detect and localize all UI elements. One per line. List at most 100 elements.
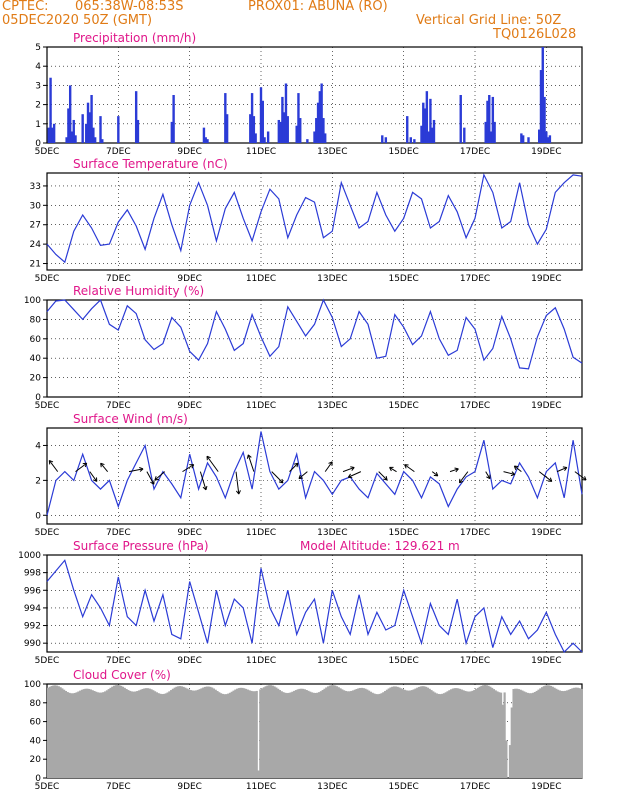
- cloud-bar-196: [396, 686, 399, 778]
- wind-vector-head-8: [202, 485, 208, 491]
- temp-xtick-label-3: 11DEC: [246, 274, 276, 284]
- wind-vector-21: [431, 471, 439, 477]
- precip-bar-83: [546, 137, 550, 143]
- wind-vector-head-0: [48, 459, 54, 465]
- precip-bar-48: [315, 118, 318, 143]
- cloud-bar-225: [448, 690, 451, 778]
- wind-vector-13: [289, 462, 299, 472]
- precip-bar-5: [67, 108, 70, 143]
- cloud-bar-102: [228, 692, 232, 778]
- precip-bar-58: [413, 139, 416, 143]
- precip-bar-72: [489, 131, 493, 143]
- wind-xtick-label-1: 7DEC: [106, 528, 131, 538]
- precip-bar-61: [423, 108, 427, 143]
- rh-ytick-label-1: 20: [30, 374, 42, 384]
- cloud-bar-137: [291, 691, 294, 778]
- cloud-bar-220: [439, 694, 442, 778]
- temp-title: Surface Temperature (nC): [73, 157, 228, 171]
- precip-bar-14: [90, 95, 93, 143]
- cloud-bar-9: [63, 689, 66, 778]
- cloud-bar-159: [330, 685, 333, 778]
- cloud-bar-209: [419, 686, 422, 778]
- cloud-bar-45: [127, 690, 130, 778]
- cloud-bar-24: [89, 689, 92, 778]
- precip-bar-6: [68, 85, 72, 143]
- cloud-bar-181: [369, 691, 372, 778]
- cloud-bar-38: [114, 685, 117, 778]
- precip-panel: 0 1 2 3 4 5 5DEC 7DEC 9DEC 11DEC 13DEC 15DEC 17DEC 19…: [35, 31, 583, 157]
- precip-bar-20: [134, 91, 138, 143]
- cloud-bar-146: [307, 690, 310, 778]
- cloud-bar-0: [47, 687, 50, 778]
- precip-xtick-label-2: 9DEC: [177, 147, 202, 157]
- header-coords: 065:38W-08:53S: [75, 0, 184, 14]
- precip-bar-53: [324, 133, 327, 143]
- cloud-bar-49: [134, 691, 137, 778]
- cloud-bar-73: [177, 686, 180, 778]
- cloud-bar-191: [387, 688, 390, 778]
- cloud-bar-51: [137, 690, 141, 778]
- cloud-bar-80: [189, 690, 192, 778]
- wind-vector-5: [146, 471, 155, 485]
- cloud-bar-20: [82, 689, 85, 778]
- precip-bar-44: [297, 93, 300, 143]
- cloud-bar-297: [576, 687, 579, 778]
- precip-bar-78: [538, 129, 541, 143]
- cloud-bar-29: [98, 692, 101, 778]
- temp-ytick-label-1: 24: [30, 240, 42, 250]
- cloud-bar-294: [571, 688, 574, 778]
- rh-title: Relative Humidity (%): [73, 284, 204, 298]
- cloud-bar-70: [171, 688, 175, 778]
- precip-bar-1: [49, 77, 52, 143]
- wind-vector-head-13: [293, 462, 299, 468]
- cloud-bar-123: [266, 685, 269, 778]
- wind-vector-head-21: [433, 471, 439, 477]
- wind-xtick-label-5: 15DEC: [388, 528, 418, 538]
- precip-bar-24: [202, 127, 206, 143]
- cloud-bar-214: [428, 688, 431, 778]
- cloud-bar-235: [466, 691, 469, 778]
- cloud-bar-238: [471, 690, 474, 778]
- cloud-bar-278: [542, 686, 545, 778]
- cloud-bar-40: [118, 685, 121, 778]
- precip-bar-46: [306, 139, 309, 143]
- cloud-bar-161: [334, 685, 337, 778]
- precip-bar-51: [320, 83, 323, 143]
- precip-xtick-label-0: 5DEC: [35, 147, 60, 157]
- pres-xtick-label-5: 15DEC: [388, 656, 418, 666]
- cloud-bar-168: [346, 691, 349, 778]
- temp-ytick-label-3: 30: [30, 201, 42, 211]
- cloud-bar-260: [510, 707, 513, 778]
- precip-bar-75: [520, 133, 523, 143]
- precip-bar-16: [93, 137, 97, 143]
- cloud-bar-265: [519, 689, 522, 778]
- wind-vector-head-27: [547, 477, 553, 482]
- precip-title: Precipitation (mm/h): [73, 31, 196, 45]
- cloud-bar-189: [384, 690, 387, 778]
- cloud-bar-236: [467, 691, 471, 778]
- precip-bar-71: [488, 95, 491, 143]
- cloud-bar-239: [473, 690, 476, 778]
- cloud-bar-134: [285, 693, 289, 778]
- cloud-bar-54: [143, 688, 146, 778]
- cloud-bar-1: [48, 686, 51, 778]
- header-grid-note: Vertical Grid Line: 50Z: [416, 13, 562, 28]
- precip-bar-79: [539, 70, 543, 143]
- cloud-bar-233: [462, 690, 465, 778]
- wind-xtick-label-3: 11DEC: [246, 528, 276, 538]
- cloud-bar-82: [193, 690, 196, 778]
- precip-bar-23: [172, 95, 175, 143]
- precip-bar-65: [431, 127, 434, 143]
- cloud-bar-132: [282, 692, 285, 778]
- wind-vector-18: [378, 471, 388, 481]
- precip-ytick-label-0: 0: [35, 139, 41, 149]
- cloud-bar-115: [252, 691, 255, 778]
- cloud-bar-267: [523, 691, 526, 778]
- cloud-bar-150: [314, 692, 317, 778]
- precip-bar-73: [491, 96, 495, 143]
- cloud-bar-117: [255, 690, 258, 778]
- cloud-bar-226: [450, 689, 453, 778]
- cloud-bar-125: [269, 685, 273, 778]
- precip-bar-29: [249, 114, 252, 143]
- cloud-bar-276: [539, 688, 542, 778]
